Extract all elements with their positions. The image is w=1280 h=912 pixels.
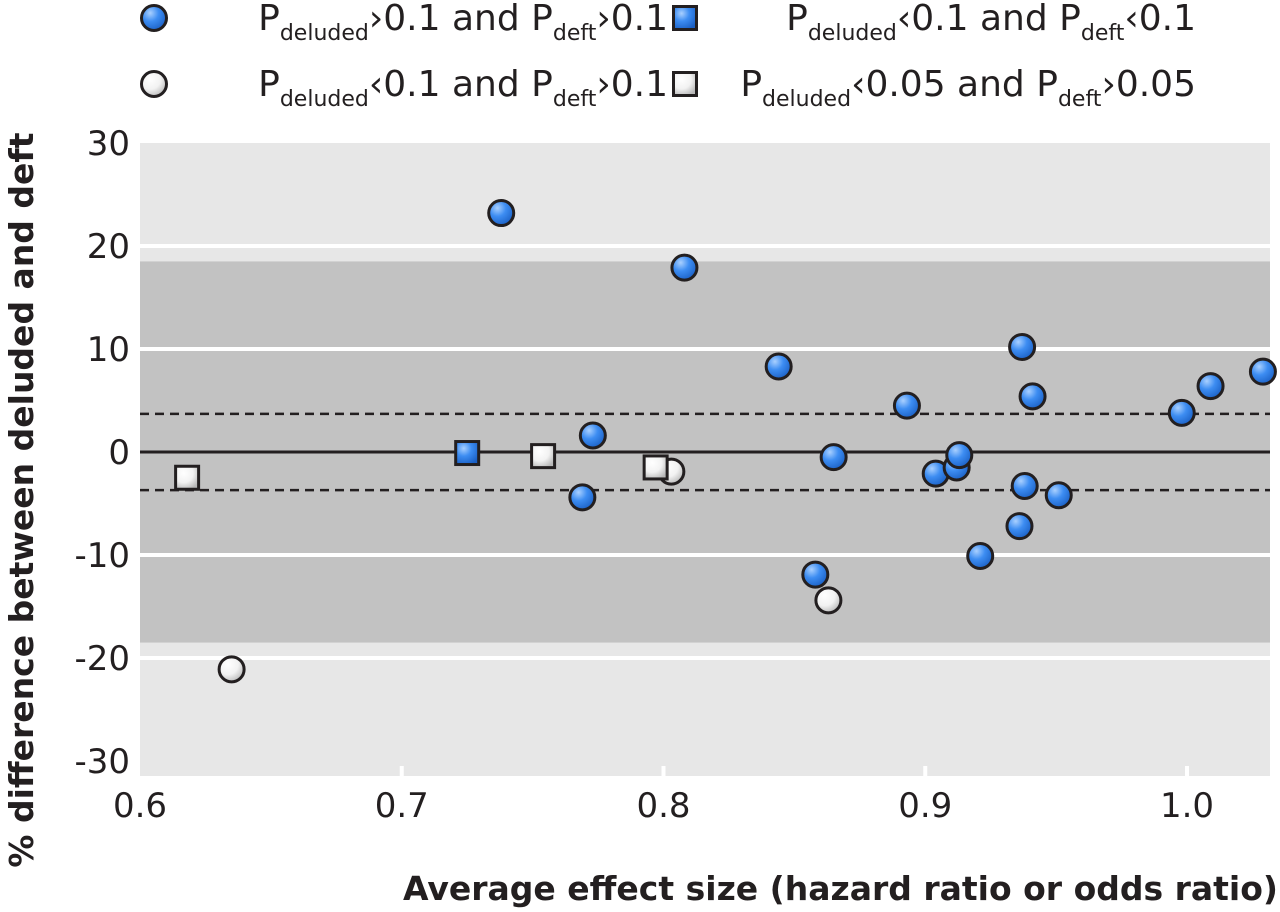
x-tick-label: 1.0 [1160, 786, 1214, 826]
data-point-blue-circle [1248, 357, 1277, 386]
legend-marker-white-circle [140, 70, 168, 98]
data-point-white-square [174, 464, 201, 491]
legend-label: Pdeluded›0.1 and Pdeft›0.1 [258, 0, 668, 46]
y-tick-label: 10 [87, 330, 130, 370]
y-tick-label: -10 [74, 536, 130, 576]
data-point-blue-circle [487, 199, 516, 228]
data-point-blue-circle [1167, 398, 1196, 427]
data-point-blue-circle [1005, 512, 1034, 541]
data-point-blue-circle [568, 483, 597, 512]
legend: Pdeluded›0.1 and Pdeft›0.1 Pdeluded‹0.1 a… [140, 0, 1196, 112]
data-point-blue-circle [819, 443, 848, 472]
y-tick-label: 20 [87, 227, 130, 267]
legend-marker-blue-square [672, 5, 698, 31]
data-point-blue-circle [1010, 471, 1039, 500]
data-point-blue-circle [670, 253, 699, 282]
data-point-white-square [642, 454, 669, 481]
x-tick-label: 0.8 [636, 786, 690, 826]
y-axis-ticks: 30 20 10 0 -10 -20 -30 [74, 124, 130, 782]
x-axis-ticks: 0.6 0.7 0.8 0.9 1.0 [113, 786, 1214, 826]
data-point-blue-circle [801, 560, 830, 589]
data-point-blue-circle [1196, 372, 1225, 401]
data-point-blue-square [454, 440, 481, 467]
legend-marker-blue-circle [140, 4, 168, 32]
x-tick-label: 0.6 [113, 786, 167, 826]
y-tick-label: -30 [74, 742, 130, 782]
data-point-blue-circle [966, 542, 995, 571]
legend-item: Pdeluded›0.1 and Pdeft›0.1 [140, 0, 668, 46]
reference-lines [140, 412, 1270, 492]
data-point-white-circle [814, 586, 843, 615]
data-point-blue-circle [945, 441, 974, 470]
legend-label: Pdeluded‹0.1 and Pdeft›0.1 [258, 64, 668, 112]
legend-item: Pdeluded‹0.05 and Pdeft›0.05 [672, 64, 1196, 112]
legend-label: Pdeluded‹0.1 and Pdeft‹0.1 [786, 0, 1196, 46]
data-point-white-circle [217, 655, 246, 684]
data-point-blue-circle [1018, 382, 1047, 411]
x-tick-label: 0.7 [375, 786, 429, 826]
data-point-blue-circle [1044, 481, 1073, 510]
legend-item: Pdeluded‹0.1 and Pdeft›0.1 [140, 64, 668, 112]
data-point-white-square [530, 443, 557, 470]
legend-item: Pdeluded‹0.1 and Pdeft‹0.1 [672, 0, 1196, 46]
x-tick-label: 0.9 [898, 786, 952, 826]
plot-background [140, 143, 1270, 776]
data-point-blue-circle [578, 421, 607, 450]
data-point-blue-circle [1008, 332, 1037, 361]
x-axis-title: Average effect size (hazard ratio or odd… [403, 869, 1278, 908]
y-tick-label: 30 [87, 124, 130, 164]
y-tick-label: -20 [74, 639, 130, 679]
data-point-blue-circle [764, 352, 793, 381]
y-tick-label: 0 [108, 433, 130, 473]
grid-lines [140, 244, 1270, 776]
legend-label: Pdeluded‹0.05 and Pdeft›0.05 [740, 64, 1196, 112]
data-points [174, 199, 1277, 684]
y-axis-title: % difference between deluded and deft [2, 132, 41, 867]
legend-marker-white-square [672, 71, 698, 97]
data-point-blue-circle [892, 391, 921, 420]
